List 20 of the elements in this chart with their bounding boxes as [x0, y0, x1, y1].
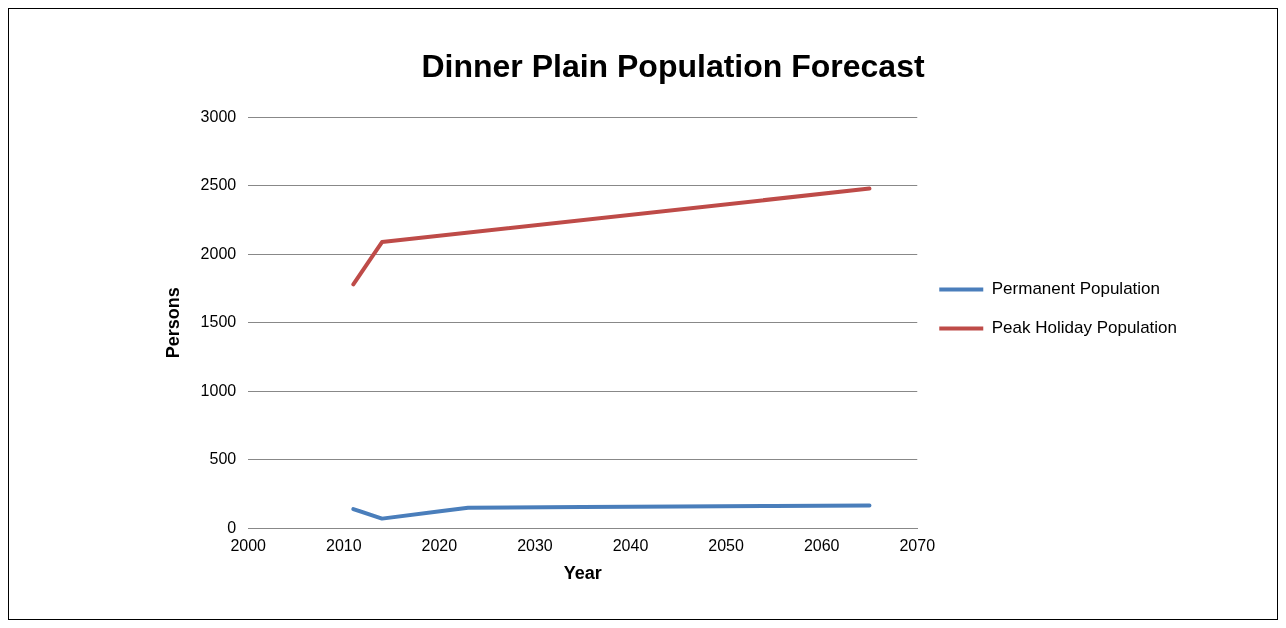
y-tick-label: 0 — [227, 518, 237, 536]
x-tick-label: 2030 — [517, 537, 553, 555]
y-tick-label: 1500 — [200, 313, 237, 331]
x-tick-label: 2060 — [803, 537, 840, 555]
x-tick-label: 2000 — [230, 537, 267, 555]
x-tick-label: 2070 — [899, 537, 936, 555]
x-tick-label: 2040 — [612, 537, 649, 555]
y-tick-label: 3000 — [200, 107, 237, 125]
x-tick-label: 2010 — [325, 537, 362, 555]
x-tick-label: 2050 — [708, 537, 744, 555]
legend-label: Peak Holiday Population — [991, 318, 1177, 338]
y-tick-label: 2000 — [200, 244, 237, 262]
y-axis-title: Persons — [162, 287, 183, 359]
y-tick-label: 1000 — [200, 381, 237, 399]
y-tick-label: 2500 — [200, 176, 237, 194]
x-axis-title: Year — [563, 563, 602, 584]
y-tick-label: 500 — [209, 450, 237, 468]
legend-label: Permanent Population — [991, 279, 1160, 299]
x-tick-label: 2020 — [421, 537, 458, 555]
chart-title: Dinner Plain Population Forecast — [421, 48, 925, 85]
